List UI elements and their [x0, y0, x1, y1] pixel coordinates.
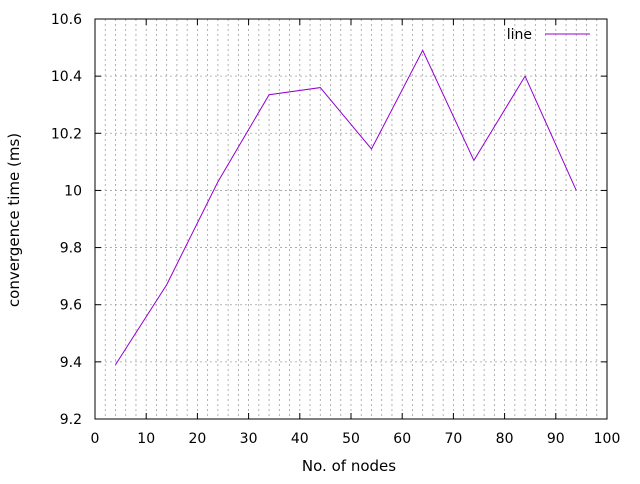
- legend-label: line: [507, 27, 532, 43]
- x-tick-label: 70: [444, 431, 462, 447]
- x-tick-label: 0: [91, 431, 100, 447]
- x-tick-label: 20: [188, 431, 206, 447]
- x-tick-label: 80: [496, 431, 514, 447]
- y-tick-label: 10.2: [51, 126, 82, 142]
- x-tick-label: 50: [342, 431, 360, 447]
- y-tick-label: 10.4: [51, 69, 82, 85]
- x-tick-label: 10: [137, 431, 155, 447]
- y-tick-label: 9.4: [60, 355, 82, 371]
- y-tick-label: 10.6: [51, 12, 82, 28]
- series-line: [115, 49, 577, 365]
- legend: line: [507, 27, 590, 43]
- x-tick-label: 100: [594, 431, 621, 447]
- x-tick-label: 30: [240, 431, 258, 447]
- x-tick-label: 40: [291, 431, 309, 447]
- y-tick-label: 9.8: [60, 241, 82, 257]
- y-tick-label: 9.2: [60, 412, 82, 428]
- x-tick-label: 60: [393, 431, 411, 447]
- axis-ticks: 0 10 20 30 40 50 60 70 80 90 100 9.2 9.4 9.6 9.8 10 10.2…: [51, 12, 621, 447]
- x-tick-label: 90: [547, 431, 565, 447]
- y-tick-label: 10: [64, 183, 82, 199]
- series-layer: [115, 49, 577, 365]
- x-axis-title: No. of nodes: [302, 457, 396, 475]
- y-axis-title: convergence time (ms): [5, 133, 23, 307]
- y-tick-label: 9.6: [60, 298, 82, 314]
- grid-lines: [95, 19, 607, 419]
